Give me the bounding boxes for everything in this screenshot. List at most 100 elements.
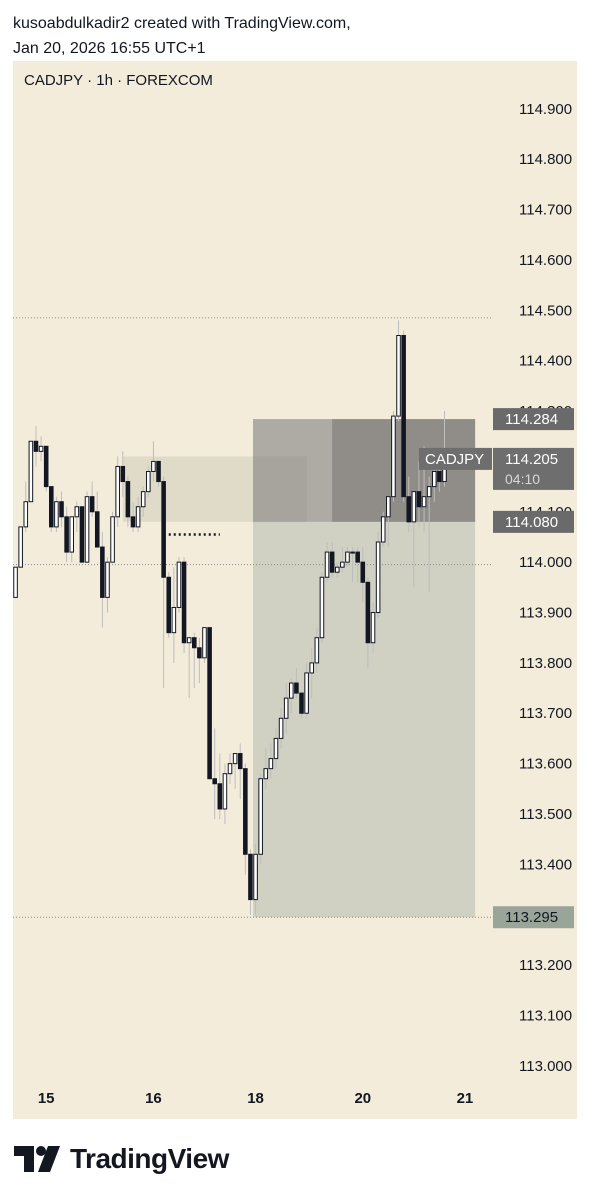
candle-34 [186, 637, 192, 699]
tradingview-logo-icon [14, 1146, 60, 1172]
candle-12 [74, 501, 80, 532]
candle-69 [365, 577, 371, 668]
candle-25 [140, 486, 146, 517]
y-tick-label: 113.000 [519, 1058, 572, 1075]
candle-70 [370, 602, 376, 653]
candle-72 [380, 511, 386, 548]
candle-37 [202, 627, 207, 663]
chart-panel[interactable]: 114.900 114.800 114.700 114.600 114.500 114.4… [13, 61, 577, 1119]
candle-55 [294, 667, 299, 699]
candle-body [59, 501, 64, 518]
candle-body [54, 501, 59, 528]
candle-8 [54, 496, 59, 532]
current-price-box [493, 447, 574, 490]
candle-body [278, 717, 284, 739]
candle-body [380, 516, 386, 543]
candle-body [375, 541, 381, 614]
candle-body [243, 768, 248, 855]
author-line: kusoabdulkadir2 created with TradingView… [13, 15, 351, 32]
y-tick-label: 114.900 [519, 101, 572, 118]
x-tick-label: 15 [38, 1090, 55, 1107]
x-tick-label: 20 [354, 1090, 371, 1107]
candle-body [202, 627, 207, 659]
candle-body [49, 486, 54, 528]
candle-3 [28, 440, 34, 503]
price-label-text: 114.284 [505, 411, 558, 428]
candle-39 [212, 728, 217, 820]
candle-63 [334, 562, 340, 578]
candle-body [345, 551, 350, 563]
y-tick-label: 113.800 [519, 655, 572, 672]
candle-body [334, 566, 340, 573]
candle-body [360, 561, 366, 583]
candle-4 [33, 426, 39, 467]
candle-29 [161, 476, 166, 689]
candle-73 [386, 496, 391, 548]
y-tick-label: 114.000 [519, 554, 572, 571]
y-tick-label: 113.400 [519, 856, 572, 873]
candle-33 [181, 557, 187, 653]
y-tick-label: 113.600 [519, 756, 572, 773]
price-chart[interactable]: 114.900 114.800 114.700 114.600 114.500 114.4… [13, 61, 577, 1119]
candle-body [161, 481, 166, 578]
target-zone [253, 521, 476, 918]
candle-body [426, 486, 432, 498]
candle-1 [18, 526, 23, 568]
candle-26 [146, 466, 151, 497]
candle-body [212, 778, 217, 785]
candle-body [110, 516, 115, 563]
candle-body [186, 637, 192, 644]
candle-body [222, 773, 228, 810]
candle-36 [197, 637, 202, 684]
candle-body [401, 334, 406, 498]
y-tick-label: 113.900 [519, 605, 572, 622]
candle-75 [396, 320, 401, 422]
candle-15 [89, 481, 95, 517]
price-label-text: 114.080 [505, 514, 558, 531]
candle-68 [360, 547, 366, 603]
candle-46 [248, 849, 253, 915]
candle-50 [268, 743, 274, 779]
candle-body [33, 440, 39, 452]
candle-body [232, 753, 238, 765]
candle-body [396, 334, 401, 417]
candle-52 [278, 708, 284, 749]
candle-body [411, 491, 417, 523]
candle-body [350, 551, 355, 554]
candle-body [89, 496, 95, 513]
candle-body [309, 662, 315, 674]
candle-79 [416, 461, 422, 527]
candle-body [23, 501, 29, 528]
candle-45 [243, 763, 248, 875]
y-tick-label: 113.200 [519, 957, 572, 974]
candle-13 [79, 506, 85, 563]
candle-body [13, 566, 18, 598]
candle-body [43, 445, 49, 488]
candle-body [18, 526, 23, 568]
y-tick-label: 114.500 [519, 302, 572, 319]
candle-81 [426, 476, 432, 593]
price-label-text: 113.295 [505, 909, 558, 926]
candle-11 [69, 516, 75, 563]
candle-31 [171, 567, 177, 663]
x-tick-label: 18 [247, 1090, 264, 1107]
candle-44 [237, 743, 243, 799]
candle-body [431, 470, 437, 488]
candle-21 [120, 451, 126, 497]
y-tick-label: 114.400 [519, 353, 572, 370]
candle-body [340, 561, 345, 568]
candle-body [248, 853, 253, 901]
candle-body [273, 737, 279, 760]
candle-14 [84, 491, 90, 563]
candle-body [406, 496, 412, 523]
current-symbol-text: CADJPY [425, 451, 484, 468]
candle-61 [324, 542, 330, 583]
candle-body [74, 506, 80, 518]
x-tick-label: 21 [457, 1090, 474, 1107]
candle-51 [273, 728, 279, 769]
candle-10 [64, 506, 69, 563]
candle-body [268, 758, 274, 770]
candle-body [370, 612, 376, 644]
candle-body [151, 460, 156, 472]
candle-body [416, 491, 422, 508]
